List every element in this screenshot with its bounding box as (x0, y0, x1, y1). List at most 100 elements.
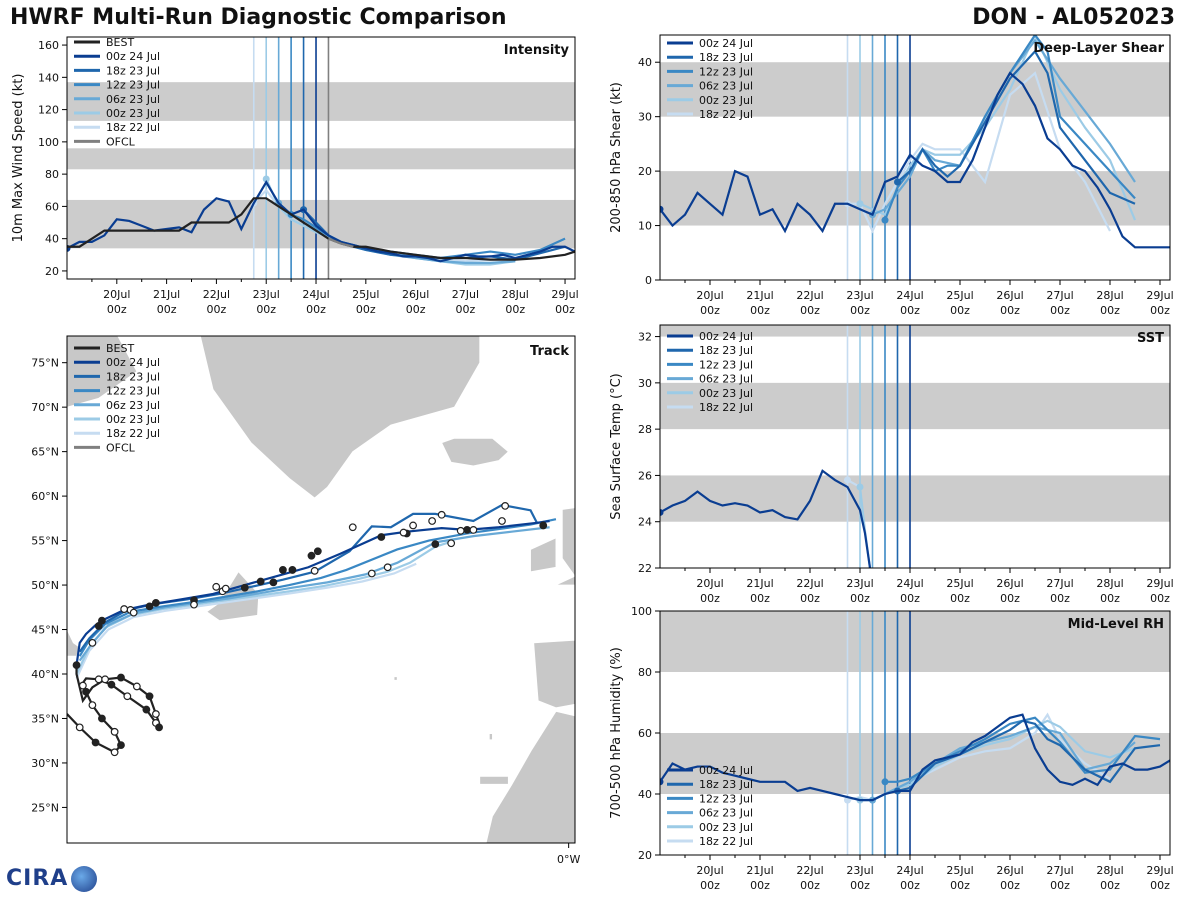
legend-label: 00z 24 Jul (699, 764, 753, 777)
sst-plot (660, 325, 1170, 568)
y-axis-label: 200-850 hPa Shear (kt) (609, 82, 624, 233)
best-track-point (110, 727, 119, 736)
x-tick-sublabel: 00z (505, 303, 525, 316)
x-tick-label: 23Jul (846, 864, 873, 877)
track-map: 25°N 30°N 35°N 40°N 45°N 50°N 55°N 60°N 65°N 70°N… (31, 335, 580, 866)
forecast-track-line (75, 562, 417, 679)
y-tick-label: 80 (45, 168, 59, 181)
y-tick-label: 40 (638, 788, 652, 801)
x-tick-sublabel: 00z (700, 592, 720, 605)
iberia-shape (533, 639, 575, 709)
legend-label: 00z 24 Jul (699, 330, 753, 343)
legend-label: 00z 23 Jul (699, 94, 753, 107)
series-line (859, 35, 1137, 221)
legend-label: 00z 23 Jul (106, 413, 160, 426)
lat-tick-label: 55°N (31, 535, 59, 548)
y-tick-label: 20 (638, 165, 652, 178)
panel-title: Track (530, 344, 569, 359)
legend-label: 00z 24 Jul (699, 37, 753, 50)
legend-label: 18z 22 Jul (106, 427, 160, 440)
legend-label: 06z 23 Jul (699, 80, 753, 93)
forecast-track-point (310, 566, 319, 575)
plot-frame (66, 36, 576, 280)
lat-tick-label: 45°N (31, 624, 59, 637)
x-tick-sublabel: 00z (750, 304, 770, 317)
x-tick-label: 27Jul (1046, 864, 1073, 877)
forecast-track-point (348, 523, 357, 532)
best-track-point (117, 673, 125, 682)
shear-plot (660, 35, 1170, 280)
threshold-band (660, 475, 1170, 522)
y-tick-label: 40 (638, 56, 652, 69)
threshold-band (660, 611, 1170, 672)
x-tick-sublabel: 00z (1050, 592, 1070, 605)
y-tick-label: 26 (638, 469, 652, 482)
forecast-track-point (212, 582, 221, 591)
legend-label: BEST (106, 342, 134, 355)
lon-tick-label: 0°W (557, 853, 580, 866)
series-init-point (660, 205, 664, 213)
best-track-point (145, 692, 154, 701)
x-tick-sublabel: 00z (850, 879, 870, 892)
x-tick-sublabel: 00z (1100, 304, 1120, 317)
azores-shape (393, 676, 398, 681)
x-tick-sublabel: 00z (356, 303, 376, 316)
sst-chart: 22 24 26 28 30 32 20Jul 00z 21Jul 00z 22Jul 00z 23Ju… (609, 324, 1174, 605)
x-tick-sublabel: 00z (406, 303, 426, 316)
x-tick-label: 25Jul (352, 288, 379, 301)
forecast-track-point (469, 526, 478, 534)
series-init-point (660, 778, 664, 786)
best-track-point (107, 680, 116, 689)
forecast-track-point (98, 616, 106, 625)
x-tick-label: 29Jul (551, 288, 578, 301)
x-tick-sublabel: 00z (107, 303, 127, 316)
y-axis-label: 700-500 hPa Humidity (%) (609, 647, 624, 819)
forecast-track-point (463, 526, 471, 534)
forecast-track-point (498, 517, 506, 525)
threshold-band (67, 82, 575, 121)
legend-label: 18z 23 Jul (106, 64, 160, 77)
x-tick-label: 28Jul (1096, 289, 1123, 302)
best-track-point (72, 661, 81, 670)
best-track-point (155, 723, 163, 732)
x-tick-label: 21Jul (746, 577, 773, 590)
x-tick-label: 25Jul (946, 864, 973, 877)
best-track-point (101, 675, 109, 684)
legend-label: 18z 23 Jul (699, 344, 753, 357)
x-tick-sublabel: 00z (950, 304, 970, 317)
forecast-track-line (78, 526, 550, 662)
legend-label: 00z 24 Jul (106, 356, 160, 369)
x-tick-sublabel: 00z (1150, 592, 1170, 605)
lat-tick-label: 65°N (31, 446, 59, 459)
legend-label: 18z 22 Jul (699, 401, 753, 414)
y-tick-label: 30 (638, 111, 652, 124)
x-tick-sublabel: 00z (750, 879, 770, 892)
x-tick-sublabel: 00z (900, 304, 920, 317)
forecast-track-point (221, 584, 230, 593)
series-init-point (660, 508, 664, 516)
best-track-point (123, 692, 132, 701)
x-tick-label: 26Jul (402, 288, 429, 301)
threshold-band (660, 325, 1170, 337)
x-tick-sublabel: 00z (700, 304, 720, 317)
series-init-point (894, 178, 901, 186)
x-tick-label: 22Jul (796, 577, 823, 590)
x-tick-label: 23Jul (253, 288, 280, 301)
threshold-band (660, 382, 1170, 430)
legend-label: 00z 23 Jul (699, 821, 753, 834)
x-tick-label: 25Jul (946, 289, 973, 302)
legend-label: 18z 22 Jul (106, 121, 160, 134)
forecast-track-point (256, 577, 265, 586)
forecast-track-point (437, 510, 446, 519)
series-line (847, 71, 1111, 234)
threshold-band (660, 62, 1170, 117)
y-tick-label: 32 (638, 331, 652, 344)
x-tick-label: 29Jul (1146, 864, 1173, 877)
x-tick-label: 27Jul (1046, 577, 1073, 590)
x-tick-label: 24Jul (896, 864, 923, 877)
x-tick-sublabel: 00z (700, 879, 720, 892)
forecast-track-point (88, 638, 97, 647)
x-tick-sublabel: 00z (800, 592, 820, 605)
y-tick-label: 40 (45, 233, 59, 246)
